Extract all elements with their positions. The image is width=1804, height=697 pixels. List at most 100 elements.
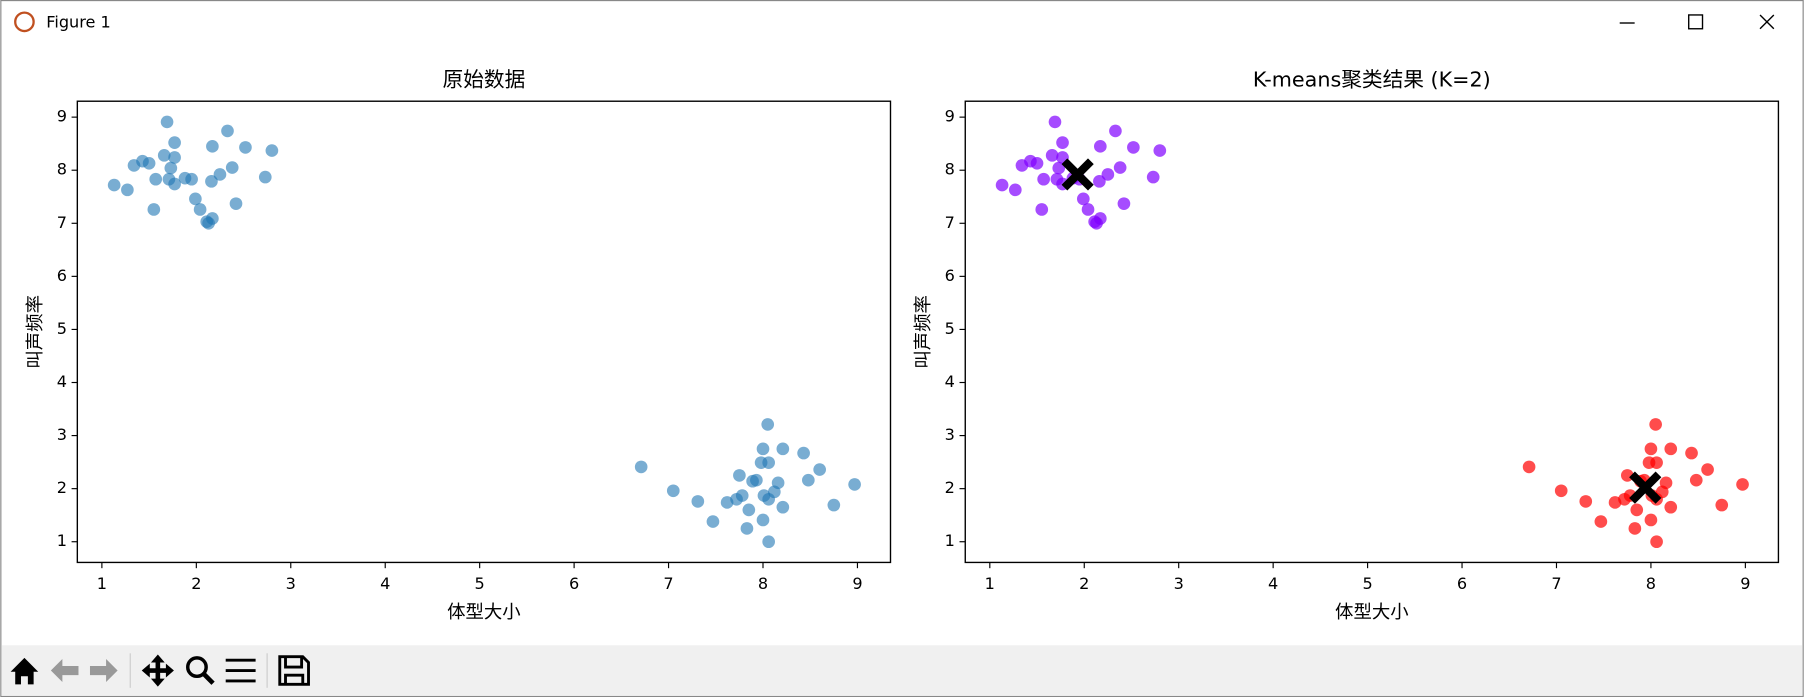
y-tick-label: 3 [945,425,955,444]
point [762,535,775,549]
point [1048,115,1062,129]
close-button[interactable] [1759,14,1775,30]
point [995,178,1009,192]
axes-frame [964,100,1780,564]
x-tick-label: 7 [1551,574,1561,593]
point [1076,192,1090,206]
home-button[interactable] [10,657,39,685]
chart-title: 原始数据 [443,68,526,92]
point [205,175,218,188]
point [142,156,156,170]
point [776,500,790,514]
x-axis-label: 体型大小 [447,602,521,623]
point [742,503,756,517]
x-tick-label: 3 [1174,574,1184,593]
point [1153,144,1167,157]
y-tick-label: 7 [945,213,955,232]
point [1736,478,1749,491]
point [746,474,759,488]
axes-frame [76,100,892,564]
point [1081,203,1095,216]
x-tick-label: 8 [1646,574,1656,593]
point [160,115,174,129]
point [740,522,754,535]
x-tick-label: 4 [1268,574,1278,593]
point [265,144,279,157]
point [1052,161,1066,175]
maximize-button[interactable] [1688,14,1704,30]
y-tick-label: 4 [57,372,67,391]
forward-button[interactable] [89,659,118,683]
toolbar [1,645,1803,696]
point [813,463,826,476]
y-tick-label: 3 [57,425,67,444]
point [762,456,775,469]
point [1554,484,1568,498]
app-icon [14,11,35,33]
point [168,151,181,164]
point [1093,140,1107,153]
zoom-button[interactable] [186,656,208,679]
point [1035,203,1049,216]
point [1685,446,1698,460]
x-tick-label: 9 [1740,574,1750,593]
point [1030,156,1044,170]
point [213,168,227,181]
point [221,124,234,138]
point [1664,500,1678,514]
point [762,492,775,506]
x-tick-label: 6 [1457,574,1467,593]
back-button[interactable] [50,659,79,683]
point [1579,495,1593,508]
y-tick-label: 2 [57,478,67,497]
point [1113,161,1127,174]
x-tick-label: 2 [1079,574,1089,593]
point [827,498,841,512]
window-title: Figure 1 [46,13,111,32]
point [733,469,746,482]
point [691,495,705,508]
subplot: K-means聚类结果 (K=2) 体型大小 叫声频率 1 2 3 4 5 6 7 8 9 1 2 3 4 5 6… [913,68,1780,623]
title-bar: Figure 1 [14,11,1775,33]
point [206,140,219,153]
point [1093,175,1106,188]
save-button[interactable] [278,655,310,686]
point [666,484,680,498]
point [761,418,775,431]
point [1628,522,1642,535]
x-tick-label: 5 [475,574,485,593]
point [1644,442,1658,456]
x-tick-label: 7 [663,574,673,593]
x-tick-label: 3 [286,574,296,593]
y-tick-label: 8 [945,160,955,179]
point [149,172,163,186]
x-tick-label: 9 [852,574,862,593]
point [1664,442,1678,456]
x-tick-label: 4 [380,574,390,593]
pan-button[interactable] [141,654,174,687]
point [1689,473,1703,487]
point [1608,496,1622,509]
point [1650,456,1663,469]
point [185,172,198,186]
chart-title: K-means聚类结果 (K=2) [1253,68,1491,92]
point [776,442,790,456]
y-tick-label: 6 [57,266,67,285]
point [1056,136,1069,149]
point [1101,168,1115,181]
y-tick-label: 1 [945,531,955,550]
point [1109,124,1122,138]
x-axis-label: 体型大小 [1335,602,1409,623]
point [147,203,161,216]
configure-button[interactable] [225,658,256,683]
point [1644,513,1658,527]
centroid [1629,471,1662,504]
point [848,478,861,491]
point [202,216,215,230]
point [225,161,239,174]
x-tick-label: 1 [97,574,107,593]
